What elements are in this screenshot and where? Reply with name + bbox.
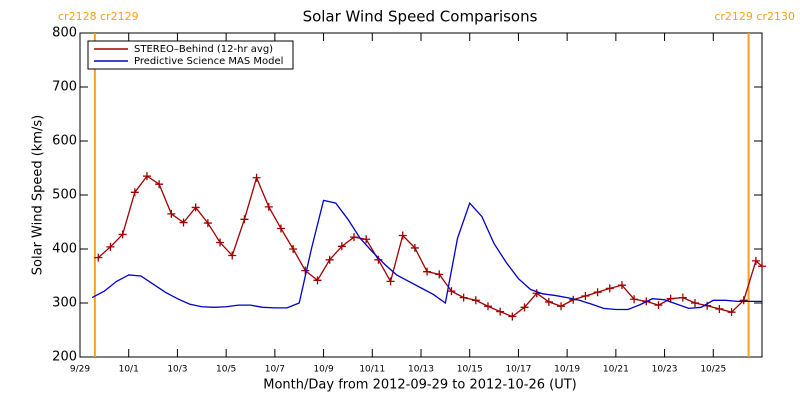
chart-title: Solar Wind Speed Comparisons [303, 8, 538, 26]
point-marker [264, 202, 273, 211]
x-tick-label: 10/21 [603, 365, 629, 375]
x-tick-label: 10/11 [359, 365, 385, 375]
x-tick-label: 10/23 [652, 365, 678, 375]
x-tick-label: 10/15 [457, 365, 483, 375]
x-tick-label: 10/17 [505, 365, 531, 375]
point-marker [751, 256, 760, 265]
point-marker [447, 287, 456, 296]
point-marker [216, 238, 225, 247]
point-marker [191, 203, 200, 212]
x-tick-label: 10/5 [216, 365, 236, 375]
series-line [91, 199, 762, 311]
point-marker [508, 312, 517, 321]
x-tick-label: 10/19 [554, 365, 580, 375]
x-tick-label: 10/13 [408, 365, 434, 375]
y-tick-label: 300 [52, 296, 77, 311]
point-marker [617, 281, 626, 290]
point-marker [276, 224, 285, 233]
legend-label: STEREO–Behind (12-hr avg) [134, 44, 273, 55]
x-tick-label: 10/9 [313, 365, 333, 375]
point-marker [471, 296, 480, 305]
x-tick-label: 10/1 [119, 365, 139, 375]
point-marker [167, 209, 176, 218]
y-tick-label: 500 [52, 188, 77, 203]
series-line [97, 175, 763, 318]
y-tick-label: 800 [52, 26, 77, 41]
point-marker [106, 242, 115, 251]
y-tick-label: 400 [52, 242, 77, 257]
legend-label: Predictive Science MAS Model [134, 56, 283, 67]
point-marker [179, 218, 188, 227]
point-marker [483, 302, 492, 311]
point-marker [337, 242, 346, 251]
point-marker [459, 293, 468, 302]
point-marker [289, 245, 298, 253]
point-marker [654, 301, 663, 310]
point-marker [142, 172, 151, 181]
point-marker [739, 296, 748, 305]
point-marker [203, 219, 212, 228]
x-tick-label: 10/3 [167, 365, 187, 375]
point-marker [325, 255, 334, 264]
y-tick-label: 200 [52, 350, 77, 365]
point-marker [155, 180, 164, 189]
y-axis-label: Solar Wind Speed (km/s) [31, 115, 46, 275]
point-marker [423, 267, 432, 276]
point-marker [691, 299, 700, 307]
point-marker [398, 231, 407, 240]
point-marker [605, 284, 614, 293]
legend-box [87, 40, 294, 70]
point-marker [130, 188, 139, 197]
point-marker [118, 230, 127, 239]
point-marker [362, 235, 371, 244]
annotation: cr2128 cr2129 [58, 10, 139, 23]
point-marker [557, 302, 566, 311]
x-axis-label: Month/Day from 2012-09-29 to 2012-10-26 … [263, 378, 576, 393]
point-marker [520, 303, 529, 312]
point-marker [240, 215, 249, 224]
point-marker [435, 270, 444, 279]
point-marker [94, 253, 103, 262]
point-marker [386, 277, 395, 286]
point-marker [758, 262, 766, 271]
point-marker [630, 295, 639, 304]
point-marker [350, 233, 359, 242]
point-marker [410, 243, 419, 252]
y-tick-label: 600 [52, 134, 77, 149]
point-marker [581, 291, 590, 300]
point-marker [727, 308, 736, 317]
x-tick-label: 9/29 [70, 365, 90, 375]
point-marker [252, 173, 261, 182]
point-marker [496, 307, 505, 316]
x-tick-label: 10/25 [700, 365, 726, 375]
x-tick-label: 10/7 [265, 365, 285, 375]
point-marker [544, 297, 553, 306]
point-marker [715, 304, 724, 313]
point-marker [313, 276, 322, 285]
point-marker [228, 251, 237, 260]
y-tick-label: 700 [52, 80, 77, 95]
annotation: cr2129 cr2130 [714, 10, 795, 23]
point-marker [593, 288, 602, 297]
point-marker [678, 293, 687, 302]
plot-frame [79, 32, 763, 358]
